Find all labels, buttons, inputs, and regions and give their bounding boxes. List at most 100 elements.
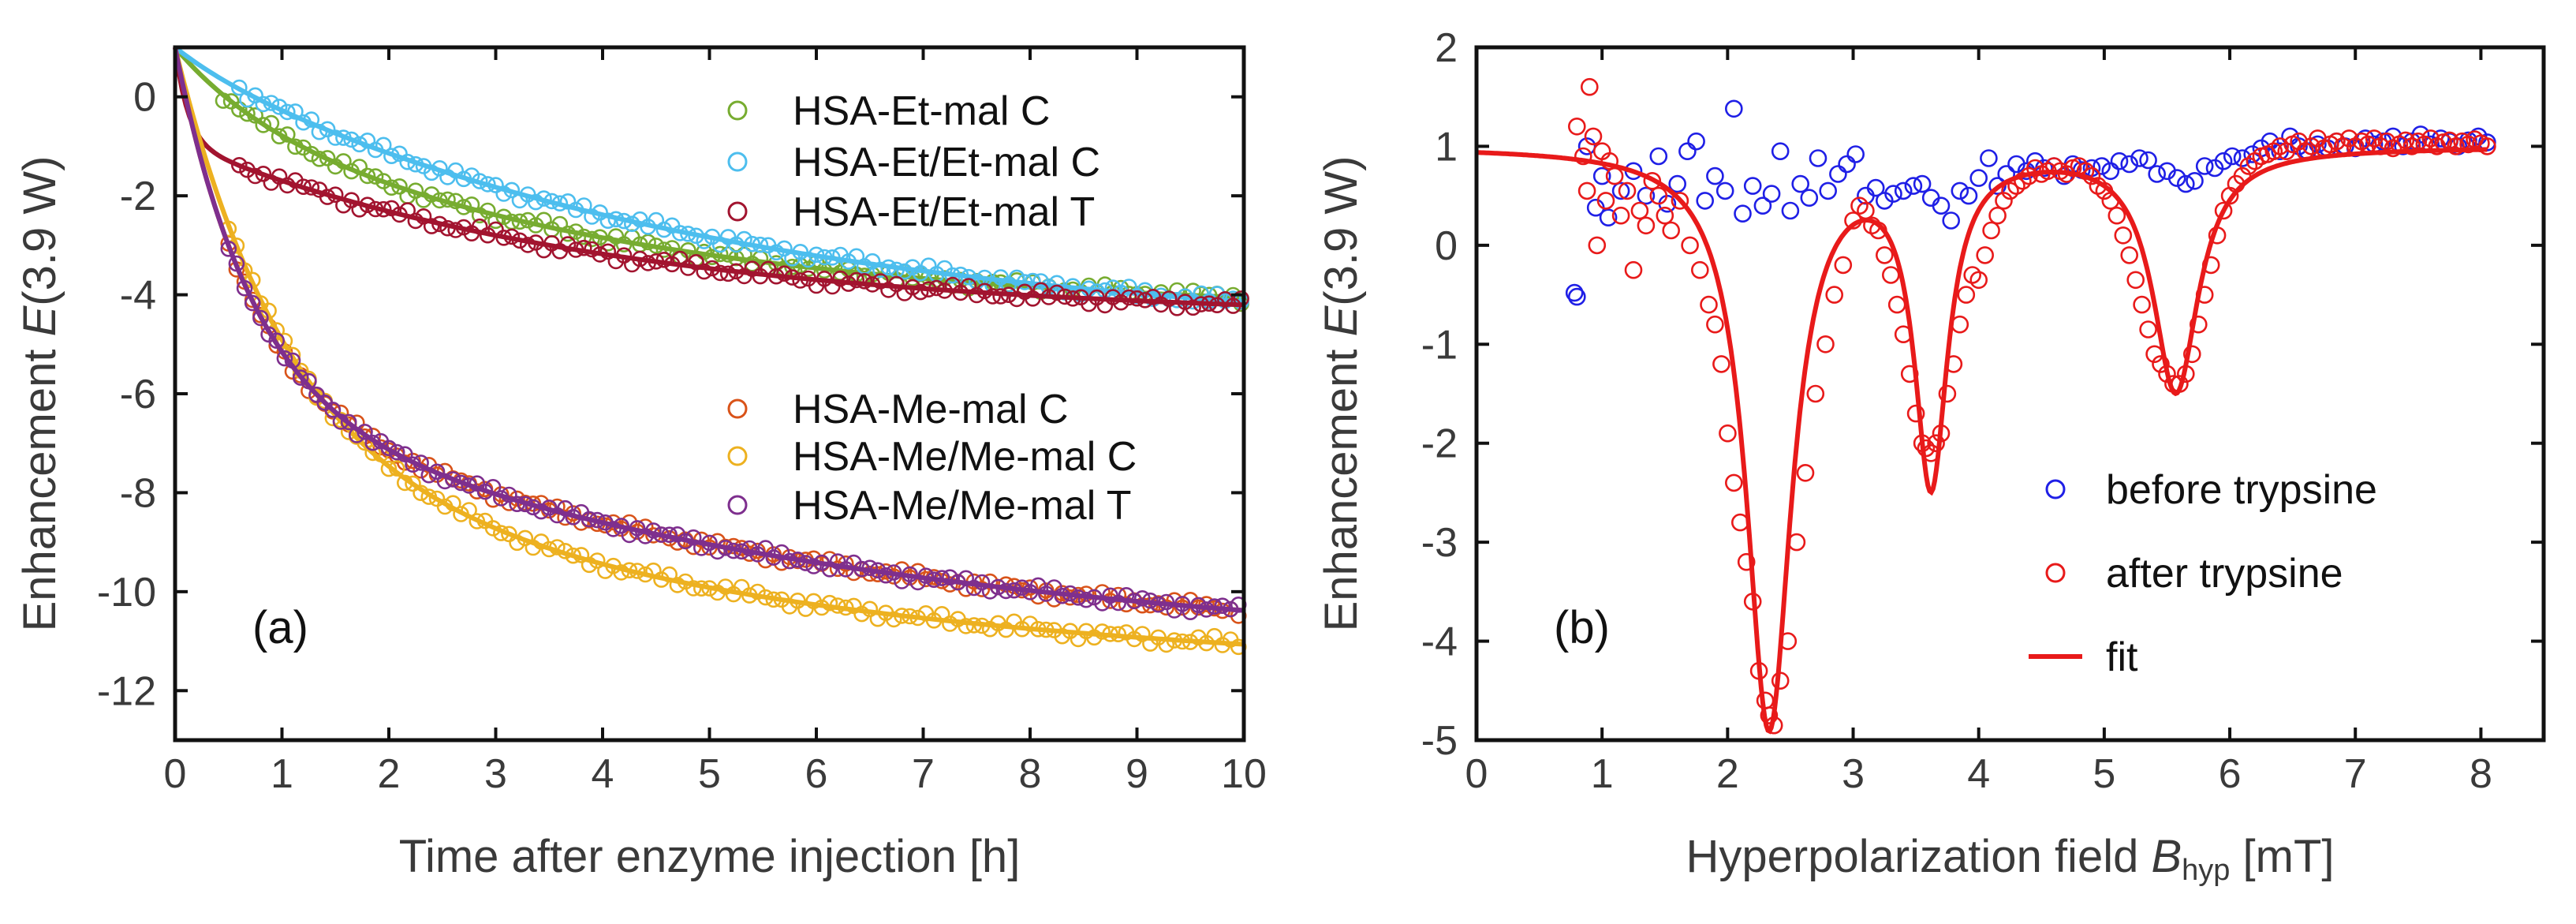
panel-a-data-point xyxy=(215,92,232,109)
panel-b-data-point xyxy=(1568,118,1586,136)
panel-b-data-point xyxy=(2133,295,2151,314)
panel-b-data-point xyxy=(1884,185,1902,203)
panel-b-data-point xyxy=(1637,186,1656,205)
panel-a-data-point xyxy=(295,178,312,195)
panel-a-data-point xyxy=(902,608,918,625)
panel-a-data-point xyxy=(551,195,569,212)
panel-a-data-point xyxy=(637,566,654,583)
panel-a-data-point xyxy=(592,246,608,263)
panel-a-data-point xyxy=(776,240,793,257)
panel-a-y-tick-label: -6 xyxy=(120,372,156,417)
panel-a-x-tick-label: 7 xyxy=(912,751,935,797)
panel-a-data-point xyxy=(861,600,879,618)
panel-a-data-point xyxy=(1077,591,1095,608)
panel-a-data-point xyxy=(711,245,729,263)
panel-b-data-point xyxy=(1988,206,2007,225)
panel-b-data-point xyxy=(1957,286,1976,304)
panel-a-data-point xyxy=(575,239,592,256)
panel-a-data-point xyxy=(527,217,544,234)
panel-b-data-point xyxy=(1706,166,1724,185)
panel-a-legend-label: HSA-Et/Et-mal T xyxy=(793,189,1095,235)
panel-a-data-point xyxy=(396,446,413,463)
panel-b-data-point xyxy=(1995,192,2013,210)
panel-a-data-point xyxy=(407,182,424,199)
panel-a-series-6 xyxy=(173,47,1247,621)
panel-a-legend-marker xyxy=(727,446,748,466)
panel-a-data-point xyxy=(917,567,935,585)
panel-b-data-point xyxy=(1678,142,1697,160)
panel-a-data-point xyxy=(511,213,528,230)
panel-a-data-point xyxy=(463,167,480,184)
panel-a-data-point xyxy=(885,564,902,581)
panel-a-data-point xyxy=(637,528,654,544)
panel-a-data-point xyxy=(933,605,950,623)
panel-a-data-point xyxy=(230,101,248,118)
panel-a-data-point xyxy=(1054,587,1070,604)
panel-a-data-point xyxy=(1054,627,1070,645)
panel-a-data-point xyxy=(391,206,408,223)
panel-a-x-tick-label: 3 xyxy=(484,751,507,797)
panel-a-data-point xyxy=(588,552,606,569)
panel-a-data-point xyxy=(301,372,317,390)
panel-a-data-point xyxy=(880,259,897,276)
panel-a-data-point xyxy=(476,483,494,500)
panel-b-data-point xyxy=(2139,320,2157,339)
panel-a-data-point xyxy=(973,574,991,591)
panel-a-legend-entry: HSA-Me/Me-mal T xyxy=(727,483,1132,529)
panel-a-data-point xyxy=(463,196,480,213)
panel-a-data-point xyxy=(492,525,510,541)
panel-a-data-point xyxy=(680,225,696,242)
panel-b-data-point xyxy=(1846,145,1865,163)
panel-a-y-tick-label: 0 xyxy=(133,75,156,121)
panel-b-data-point xyxy=(1737,552,1756,571)
panel-a-data-point xyxy=(375,137,392,154)
panel-b-data-point xyxy=(2130,149,2149,167)
panel-a-data-point xyxy=(567,223,584,240)
panel-a-data-point xyxy=(990,578,1006,596)
panel-a-data-point xyxy=(228,255,245,272)
panel-a-data-point xyxy=(271,128,288,144)
panel-a-data-point xyxy=(736,246,752,264)
panel-b-data-point xyxy=(1725,473,1743,492)
panel-a-data-point xyxy=(909,609,926,627)
panel-a-data-point xyxy=(653,571,670,588)
panel-a-data-point xyxy=(557,542,573,559)
panel-b-data-point xyxy=(1809,149,1827,167)
panel-a-data-point xyxy=(640,255,656,271)
panel-a-legend-entry: HSA-Me-mal C xyxy=(727,387,1069,432)
panel-a-data-point xyxy=(800,251,817,268)
panel-b-data-point xyxy=(1577,181,1596,200)
panel-b-data-point xyxy=(1656,206,1674,225)
panel-b-legend-marker xyxy=(2045,563,2066,583)
panel-b-legend-label: before trypsine xyxy=(2106,467,2377,513)
panel-a-x-tick-label: 9 xyxy=(1126,751,1148,797)
panel-b-data-point xyxy=(2186,172,2204,190)
panel-a-data-point xyxy=(517,529,534,547)
panel-a-data-point xyxy=(1214,637,1231,653)
panel-a-data-point xyxy=(239,91,256,108)
panel-a-label: (a) xyxy=(252,602,308,653)
panel-b-data-point xyxy=(2167,169,2186,187)
panel-a-data-point xyxy=(559,225,577,242)
panel-a-data-point xyxy=(230,157,248,174)
panel-b-legend: before trypsine after trypsine fit xyxy=(2029,467,2377,680)
panel-a-legend-label: HSA-Et/Et-mal C xyxy=(793,140,1100,185)
panel-a-x-axis-label: Time after enzyme injection [h] xyxy=(399,831,1021,882)
panel-a-data-point xyxy=(599,243,617,260)
panel-a-data-point xyxy=(439,219,456,237)
panel-b-y-tick-label: -2 xyxy=(1421,421,1458,467)
panel-a-data-point xyxy=(287,103,304,120)
panel-b-x-tick-label: 6 xyxy=(2219,751,2242,797)
panel-a-data-point xyxy=(671,225,689,241)
panel-a-data-point xyxy=(319,189,336,205)
panel-b-data-point xyxy=(1988,177,2007,195)
panel-a-data-point xyxy=(453,474,469,492)
panel-b-y-tick-label: 0 xyxy=(1435,223,1458,269)
panel-a-data-point xyxy=(391,178,408,195)
panel-a-data-point xyxy=(271,168,288,185)
panel-a-data-point xyxy=(904,279,921,296)
panel-b-data-point xyxy=(2152,355,2170,373)
panel-a-legend-entry: HSA-Et/Et-mal C xyxy=(727,140,1100,185)
panel-a-data-point xyxy=(567,241,584,258)
panel-a-data-point xyxy=(431,215,448,233)
